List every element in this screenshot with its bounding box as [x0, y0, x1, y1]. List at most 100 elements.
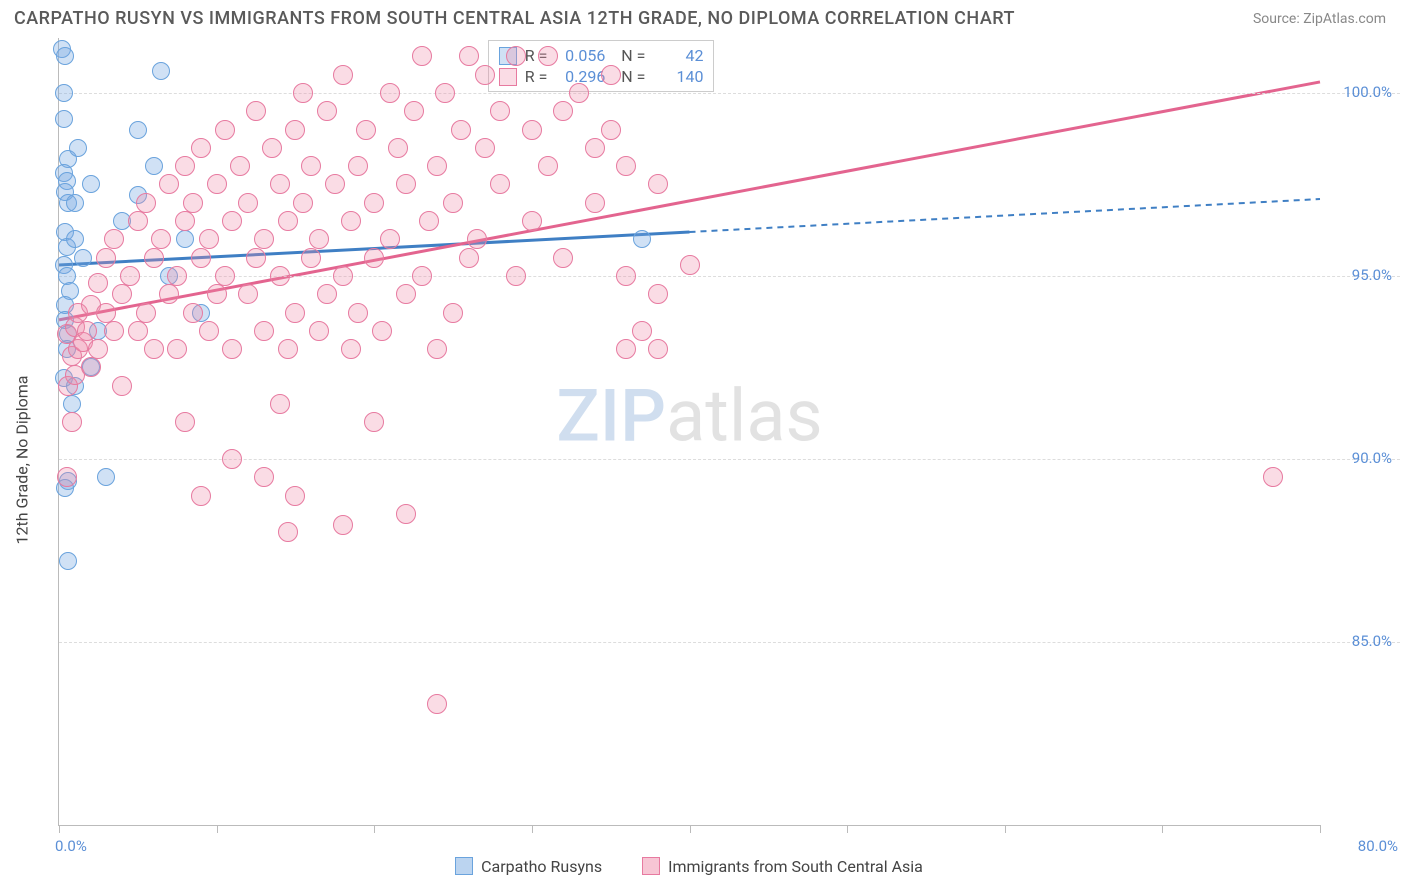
data-point	[396, 504, 416, 524]
data-point	[412, 266, 432, 286]
data-point	[62, 412, 82, 432]
data-point	[475, 65, 495, 85]
data-point	[55, 84, 73, 102]
y-tick-label: 100.0%	[1343, 83, 1392, 101]
data-point	[238, 284, 258, 304]
data-point	[396, 174, 416, 194]
data-point	[490, 101, 510, 121]
legend-swatch	[499, 68, 517, 86]
stat-r-label: R =	[525, 67, 548, 86]
data-point	[301, 248, 321, 268]
data-point	[246, 248, 266, 268]
data-point	[129, 121, 147, 139]
data-point	[152, 62, 170, 80]
data-point	[145, 157, 163, 175]
data-point	[285, 120, 305, 140]
trend-lines-layer	[59, 38, 1320, 825]
data-point	[632, 321, 652, 341]
x-tick	[1320, 825, 1321, 833]
stat-n-value: 140	[653, 67, 703, 86]
data-point	[522, 211, 542, 231]
data-point	[356, 120, 376, 140]
data-point	[1263, 467, 1283, 487]
data-point	[144, 339, 164, 359]
data-point	[136, 193, 156, 213]
data-point	[427, 694, 447, 714]
data-point	[648, 284, 668, 304]
data-point	[183, 303, 203, 323]
data-point	[585, 193, 605, 213]
data-point	[459, 248, 479, 268]
gridline-h	[59, 642, 1400, 643]
data-point	[616, 156, 636, 176]
data-point	[159, 174, 179, 194]
data-point	[56, 47, 74, 65]
data-point	[222, 339, 242, 359]
data-point	[175, 211, 195, 231]
data-point	[159, 284, 179, 304]
data-point	[246, 101, 266, 121]
data-point	[680, 255, 700, 275]
data-point	[490, 174, 510, 194]
data-point	[451, 120, 471, 140]
data-point	[96, 248, 116, 268]
data-point	[309, 229, 329, 249]
data-point	[293, 83, 313, 103]
data-point	[97, 468, 115, 486]
data-point	[57, 467, 77, 487]
legend-item: Carpatho Rusyns	[455, 857, 602, 876]
data-point	[443, 303, 463, 323]
data-point	[104, 229, 124, 249]
data-point	[325, 174, 345, 194]
data-point	[317, 284, 337, 304]
data-point	[74, 249, 92, 267]
data-point	[333, 266, 353, 286]
data-point	[553, 101, 573, 121]
data-point	[522, 120, 542, 140]
plot-area: ZIPatlas R =0.056 N =42R =0.296 N =140 8…	[58, 38, 1320, 826]
data-point	[616, 266, 636, 286]
x-tick	[374, 825, 375, 833]
data-point	[128, 211, 148, 231]
data-point	[191, 138, 211, 158]
data-point	[254, 467, 274, 487]
data-point	[59, 552, 77, 570]
data-point	[341, 211, 361, 231]
data-point	[230, 156, 250, 176]
data-point	[144, 248, 164, 268]
data-point	[69, 139, 87, 157]
data-point	[506, 266, 526, 286]
data-point	[215, 120, 235, 140]
data-point	[128, 321, 148, 341]
data-point	[183, 193, 203, 213]
data-point	[222, 449, 242, 469]
data-point	[167, 339, 187, 359]
data-point	[538, 156, 558, 176]
data-point	[301, 156, 321, 176]
x-tick	[59, 825, 60, 833]
data-point	[270, 394, 290, 414]
series-legend: Carpatho RusynsImmigrants from South Cen…	[58, 850, 1320, 882]
data-point	[396, 284, 416, 304]
chart-title: CARPATHO RUSYN VS IMMIGRANTS FROM SOUTH …	[14, 8, 1015, 29]
data-point	[348, 156, 368, 176]
data-point	[96, 303, 116, 323]
data-point	[120, 266, 140, 286]
data-point	[506, 46, 526, 66]
data-point	[364, 248, 384, 268]
data-point	[199, 229, 219, 249]
data-point	[175, 156, 195, 176]
data-point	[55, 110, 73, 128]
data-point	[207, 284, 227, 304]
data-point	[175, 412, 195, 432]
data-point	[467, 229, 487, 249]
source-label: Source: ZipAtlas.com	[1253, 11, 1386, 27]
data-point	[82, 175, 100, 193]
data-point	[616, 339, 636, 359]
data-point	[167, 266, 187, 286]
data-point	[569, 83, 589, 103]
data-point	[333, 65, 353, 85]
data-point	[404, 101, 424, 121]
data-point	[380, 83, 400, 103]
data-point	[136, 303, 156, 323]
